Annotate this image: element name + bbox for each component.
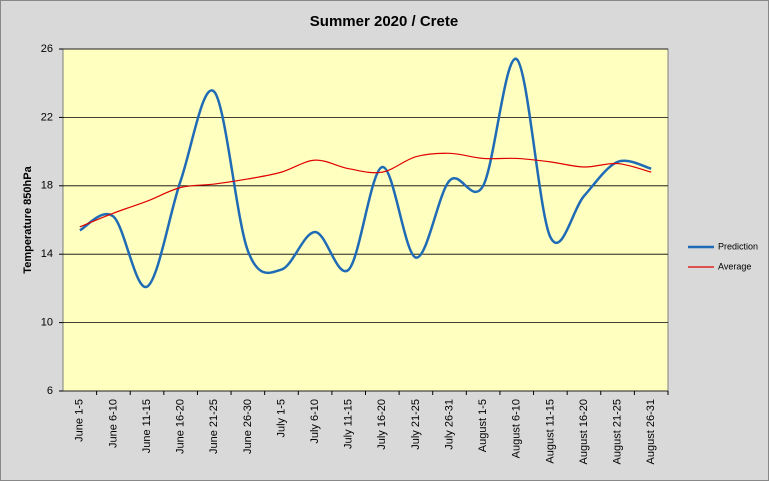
x-tick-label: June 21-25 xyxy=(208,399,220,454)
x-tick-label: August 21-25 xyxy=(611,399,623,464)
chart-title: Summer 2020 / Crete xyxy=(310,13,458,30)
y-tick-label: 18 xyxy=(41,180,53,192)
series-line xyxy=(79,152,652,228)
x-tick-label: June 1-5 xyxy=(74,399,86,442)
x-tick-label: July 6-10 xyxy=(309,399,321,444)
x-tick-label: July 11-15 xyxy=(343,399,355,449)
x-tick-label: August 16-20 xyxy=(578,399,590,464)
legend-label: Average xyxy=(718,261,751,271)
x-tick-label: August 1-5 xyxy=(477,399,489,452)
y-tick-label: 22 xyxy=(41,111,53,123)
x-tick-label: June 16-20 xyxy=(175,399,187,454)
x-tick-label: July 26-31 xyxy=(443,399,455,450)
y-tick-label: 6 xyxy=(47,385,53,397)
series-line xyxy=(79,57,652,288)
x-tick-label: June 11-15 xyxy=(141,399,153,453)
y-tick-label: 26 xyxy=(41,43,53,55)
legend-label: Prediction xyxy=(718,241,758,251)
x-tick-label: August 26-31 xyxy=(645,399,657,464)
y-tick-label: 10 xyxy=(41,317,53,329)
x-tick-label: July 1-5 xyxy=(275,399,287,438)
x-tick-label: June 6-10 xyxy=(107,399,119,448)
x-tick-label: June 26-30 xyxy=(242,399,254,454)
x-tick-label: July 16-20 xyxy=(376,399,388,450)
x-tick-label: August 11-15 xyxy=(544,399,556,464)
y-tick-label: 14 xyxy=(41,248,53,260)
y-axis-label: Temperature 850hPa xyxy=(22,165,34,273)
x-tick-label: August 6-10 xyxy=(511,399,523,458)
x-tick-label: July 21-25 xyxy=(410,399,422,450)
